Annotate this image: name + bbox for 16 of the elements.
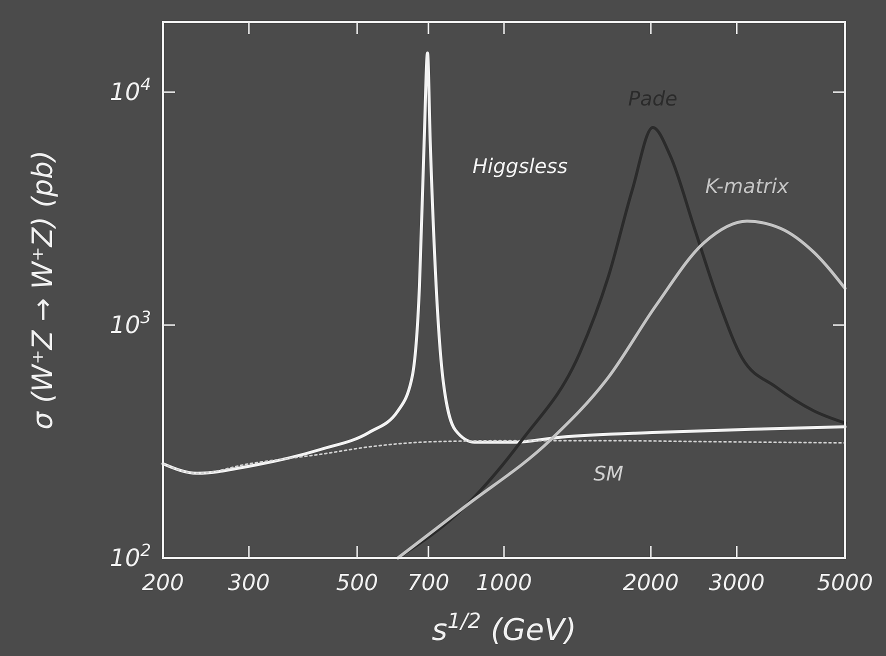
series-label: SM [593, 462, 624, 486]
y-tick-label: 10$^{3}$ [110, 307, 151, 340]
x-tick-label: 2000 [622, 571, 679, 596]
series-label: K-matrix [705, 174, 789, 198]
x-tick-label: 5000 [817, 571, 873, 596]
text: Higgsless [472, 154, 568, 178]
x-tick-label: 200 [142, 571, 184, 596]
x-tick-label: 500 [336, 571, 378, 596]
x-tick-label: 700 [407, 571, 450, 596]
y-axis-title: σ (W⁺Z → W⁺Z) (pb) [26, 150, 59, 430]
x-axis-title: s$^{1/2}$ (GeV) [432, 609, 576, 648]
y-tick-label: 10$^{4}$ [110, 74, 151, 106]
y-tick-label: 10$^{2}$ [110, 540, 151, 572]
x-tick-label: 1000 [476, 571, 532, 596]
x-tick-label: 3000 [708, 571, 765, 596]
x-tick-label: 300 [228, 571, 270, 596]
